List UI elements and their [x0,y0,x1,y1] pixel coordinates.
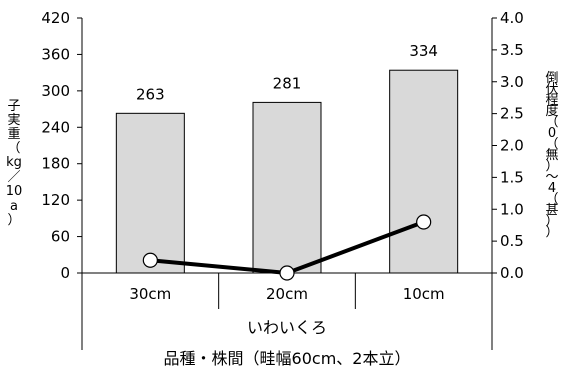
y-right-title-char: 倒 [545,71,558,86]
y-left-title-char: kg [6,155,22,170]
y-left-tick-label: 180 [41,155,70,173]
y-right-title-char: 4 [548,181,556,196]
line-series [142,214,432,281]
y-right-title-char: 度 [545,103,558,119]
y-right-title-char: ） [545,159,558,174]
y-right-tick-label: 3.5 [500,41,524,59]
lodging-point-10cm [416,214,432,230]
category-label: 20cm [266,285,308,303]
labels: 263 281 334 30cm 20cm 10cm いわいくろ品種・株間（畦幅60cm、2… [6,42,559,368]
y-left-title-char: （ [7,141,20,156]
y-right-tick-label: 2.5 [500,105,524,123]
lodging-point-30cm [142,252,158,268]
category-label: 30cm [129,285,171,303]
bar-30cm [115,112,185,274]
bar-20cm [252,101,322,274]
y-right-tick-label: 3.0 [500,73,524,91]
axes: 0 60 120 180 240 300 360 420 0.0 0.5 1.0 1.5 2.0 2.5 3… [41,9,524,350]
y-left-title-char: 子 [7,99,20,114]
y-left-tick-label: 0 [60,264,70,282]
category-label: 10cm [403,285,445,303]
y-right-title-char: 0 [548,126,556,141]
y-left-tick-label: 300 [41,82,70,100]
y-right-tick-label: 1.0 [500,200,524,218]
y-right-tick-label: 0.0 [500,264,524,282]
y-right-title-char: ） [545,225,558,240]
y-left-tick-label: 120 [41,191,70,209]
y-right-tick-label: 4.0 [500,9,524,27]
y-right-title-char: 程 [545,93,558,108]
y-left-tick-label: 360 [41,45,70,63]
lodging-point-20cm [279,265,295,281]
y-right-title-char: ～ [545,170,558,185]
y-right-title-char: 無 [545,148,558,163]
y-left-tick-label: 240 [41,118,70,136]
y-right-tick-label: 2.0 [500,137,524,155]
y-right-title-char: 甚 [545,203,558,218]
y-left-title-char: ） [7,213,20,228]
y-left-title-char: 10 [6,184,23,199]
y-left-title-char: 重 [7,126,20,142]
x-axis-title: 品種・株間（畦幅60cm、2本立） [164,349,411,368]
data-label: 334 [409,42,438,60]
bar-10cm [389,69,459,274]
y-left-title-char: a [10,199,18,214]
data-label: 281 [273,74,302,92]
y-left-tick-label: 60 [51,228,70,246]
y-right-title-char: 伏 [545,82,558,97]
y-right-tick-label: 0.5 [500,232,524,250]
y-right-title-char: （ [545,115,558,130]
bars [115,69,459,274]
y-right-title-char: （ [545,192,558,207]
y-right-title-char: （ [545,137,558,152]
y-left-tick-label: 420 [41,9,70,27]
y-right-title-char: ） [545,214,558,229]
data-label: 263 [136,85,165,103]
y-left-title-char: 実 [7,112,20,128]
y-left-title-char: ／ [7,170,20,185]
y-right-tick-label: 1.5 [500,168,524,186]
group-label: いわいくろ [247,318,327,337]
